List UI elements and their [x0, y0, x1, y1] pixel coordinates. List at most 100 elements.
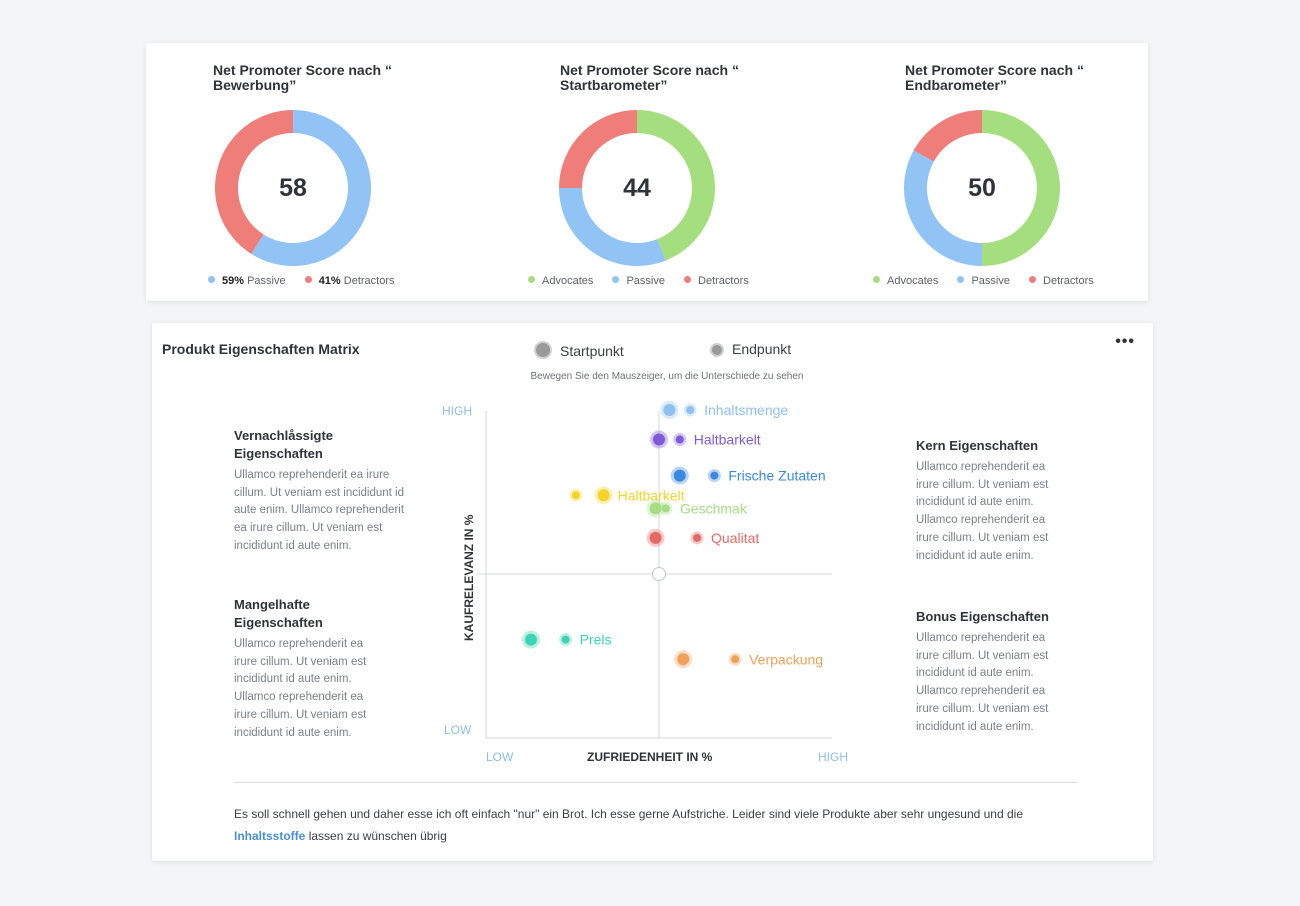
end-point[interactable]: [561, 635, 570, 644]
quadrant-title: Vernachlåssigte Eigenschaften: [234, 428, 333, 461]
start-point-halo: [660, 401, 679, 419]
quadrant-text: Ullamco reprehenderit ea irure cillum. U…: [234, 469, 405, 552]
start-point-halo: [646, 499, 665, 518]
start-point[interactable]: [597, 489, 610, 502]
end-point[interactable]: [731, 655, 740, 664]
legend-dot: [528, 276, 535, 283]
end-point[interactable]: [693, 533, 702, 542]
legend-startpunkt[interactable]: Startpunkt: [534, 341, 624, 359]
more-options-icon[interactable]: •••: [1115, 333, 1135, 350]
nps-block-endbarometer: Net Promoter Score nach “ Endbarometer” …: [873, 43, 1205, 301]
donut-slice-passive[interactable]: [559, 188, 666, 266]
quadrant-title: Mangelhafte Eigenschaften: [234, 597, 323, 630]
y-axis-title: KAUFRELEVANZ IN %: [462, 514, 476, 641]
user-comment: Es soll schnell gehen und daher esse ich…: [234, 803, 1094, 847]
end-point[interactable]: [571, 491, 580, 500]
start-point[interactable]: [677, 653, 690, 666]
quadrant-top-right: Kern Eigenschaften Ullamco reprehenderit…: [916, 437, 1066, 565]
end-point[interactable]: [661, 504, 670, 513]
quadrant-bottom-left: Mangelhafte Eigenschaften Ullamco repreh…: [234, 596, 384, 742]
quadrant-title: Bonus Eigenschaften: [916, 609, 1049, 624]
legend-pct: 41%: [318, 275, 341, 287]
point-label: Inhaltsmenge: [704, 402, 788, 418]
point-label: Geschmak: [680, 500, 748, 516]
legend-item-passive: 59% Passive: [208, 275, 286, 287]
start-point[interactable]: [663, 404, 676, 416]
start-point[interactable]: [673, 469, 686, 482]
legend-item-detractors: Detractors: [684, 275, 749, 287]
nps-block-startbarometer: Net Promoter Score nach “ Startbarometer…: [528, 43, 860, 301]
end-point[interactable]: [686, 406, 695, 414]
donut-slice-advocates[interactable]: [637, 110, 715, 261]
x-axis-title: ZUFRIEDENHEIT IN %: [587, 750, 713, 764]
divider: [234, 782, 1077, 783]
legend-item-advocates: Advocates: [528, 275, 593, 287]
donut-slice-passive[interactable]: [251, 110, 371, 266]
donut-slice-passive[interactable]: [904, 150, 982, 266]
nps-block-bewerbung: Net Promoter Score nach “ Bewerbung” 58 …: [208, 43, 513, 301]
end-point-halo: [728, 652, 742, 666]
quadrant-text: Ullamco reprehenderit ea irure cillum. U…: [916, 632, 1049, 733]
donut-slice-detractors[interactable]: [215, 110, 293, 254]
nps-score: 50: [968, 173, 996, 202]
start-point[interactable]: [653, 433, 665, 446]
legend-dot: [304, 276, 312, 283]
matrix-card: Produkt Eigenschaften Matrix ••• Startpu…: [152, 323, 1153, 861]
legend-item-detractors: 41% Detractors: [304, 275, 395, 287]
nps-title: Net Promoter Score nach “ Startbarometer…: [560, 62, 739, 93]
nps-donut: 58: [215, 110, 371, 271]
legend-item-detractors: Detractors: [1029, 275, 1094, 287]
start-point[interactable]: [524, 633, 537, 646]
start-point-halo: [646, 528, 665, 547]
end-point-halo: [683, 403, 697, 417]
legend-label: Passive: [626, 275, 665, 287]
start-point[interactable]: [649, 502, 662, 515]
comment-text-end: lassen zu wünschen übrig: [308, 829, 447, 843]
matrix-plot: Inhaltsmenge Haltbarkelt Frische Zutaten Ha…: [476, 401, 832, 739]
point-label: Prels: [580, 632, 612, 648]
point-label: Frische Zutaten: [728, 468, 825, 484]
quadrant-top-left: Vernachlåssigte Eigenschaften Ullamco re…: [234, 427, 409, 556]
quadrant-text: Ullamco reprehenderit ea irure cillum. U…: [916, 461, 1049, 562]
legend-dot: [1029, 276, 1037, 283]
y-axis-high-label: HIGH: [442, 404, 472, 418]
nps-donut: 44: [559, 110, 715, 271]
legend-endpunkt-label: Endpunkt: [732, 341, 792, 357]
start-point-halo: [594, 486, 613, 505]
quadrant-title: Kern Eigenschaften: [916, 438, 1039, 453]
start-point-halo: [521, 630, 540, 649]
legend-startpunkt-label: Startpunkt: [560, 343, 624, 359]
legend-item-passive: Passive: [957, 275, 1010, 287]
legend-label: Advocates: [887, 275, 939, 287]
donut-slice-advocates[interactable]: [982, 110, 1060, 266]
comment-text: Es soll schnell gehen und daher esse ich…: [234, 807, 1024, 821]
legend-endpunkt[interactable]: Endpunkt: [710, 341, 791, 357]
point-label: Haltbarkelt: [694, 432, 761, 448]
point-label: Verpackung: [749, 651, 823, 667]
donut-chart: [904, 110, 1060, 266]
legend-pct: 59%: [222, 275, 245, 287]
hover-hint: Bewegen Sie den Mauszeiger, um die Unter…: [530, 371, 804, 382]
center-marker: [652, 567, 666, 581]
legend-label: Detractors: [698, 275, 749, 287]
end-point-halo: [707, 469, 721, 483]
legend-dot: [208, 276, 215, 283]
legend-item-passive: Passive: [612, 275, 665, 287]
start-point[interactable]: [649, 531, 662, 544]
end-point[interactable]: [675, 435, 684, 444]
quadrant-bottom-right: Bonus Eigenschaften Ullamco reprehenderi…: [916, 608, 1066, 736]
legend-label: Passive: [247, 275, 286, 287]
end-point-halo: [673, 433, 687, 447]
donut-slice-detractors[interactable]: [913, 110, 982, 162]
donut-slice-detractors[interactable]: [559, 110, 637, 188]
y-axis-low-label: LOW: [444, 723, 472, 737]
comment-keyword: Inhaltsstoffe: [234, 829, 306, 843]
end-point-halo: [569, 488, 583, 502]
legend-label: Passive: [971, 275, 1010, 287]
startpunkt-marker-icon: [534, 341, 552, 359]
nps-legend: Advocates Passive Detractors: [528, 275, 788, 287]
end-point[interactable]: [710, 471, 719, 480]
end-point-halo: [559, 633, 573, 647]
donut-chart: [215, 110, 371, 266]
start-point-halo: [674, 650, 693, 669]
